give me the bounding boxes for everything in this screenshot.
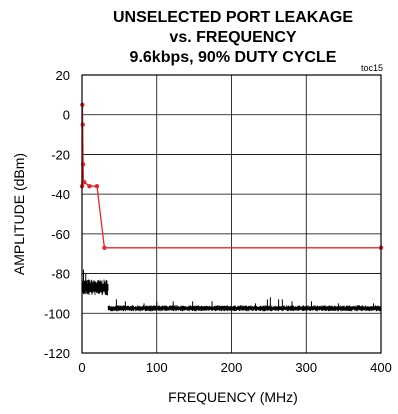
chart-note: toc15 xyxy=(361,63,383,73)
y-tick-label: 20 xyxy=(56,68,70,83)
y-tick-label: -40 xyxy=(51,187,70,202)
y-tick-label: 0 xyxy=(63,108,70,123)
y-tick-label: -20 xyxy=(51,147,70,162)
noise-series xyxy=(81,269,382,312)
signal-point xyxy=(94,184,100,189)
y-tick-label: -80 xyxy=(51,267,70,282)
signal-point xyxy=(80,122,85,127)
x-tick-label: 200 xyxy=(221,360,243,375)
y-tick-label: -60 xyxy=(51,227,70,242)
x-tick-label: 400 xyxy=(370,360,392,375)
signal-point xyxy=(82,180,87,185)
x-tick-label: 300 xyxy=(295,360,317,375)
plot-frame xyxy=(81,74,382,354)
y-tick-labels: 20 0 -20 -40 -60 -80 -100 -120 xyxy=(44,68,70,361)
y-tick-label: -120 xyxy=(44,346,70,361)
y-tick-label: -100 xyxy=(44,306,70,321)
x-tick-label: 100 xyxy=(146,360,168,375)
x-tick-labels: 0 100 200 300 400 xyxy=(78,360,391,375)
grid xyxy=(81,74,382,354)
noise-floor xyxy=(107,305,382,312)
chart-title-line-3: 9.6kbps, 90% DUTY CYCLE xyxy=(130,49,337,66)
chart-title-line-1: UNSELECTED PORT LEAKAGE xyxy=(113,9,353,26)
signal-point xyxy=(87,184,92,189)
x-tick-label: 0 xyxy=(78,360,85,375)
chart-title-line-2: vs. FREQUENCY xyxy=(169,29,296,46)
signal-point xyxy=(102,245,107,250)
y-axis-label: AMPLITUDE (dBm) xyxy=(11,153,27,275)
x-axis-label: FREQUENCY (MHz) xyxy=(168,389,298,405)
